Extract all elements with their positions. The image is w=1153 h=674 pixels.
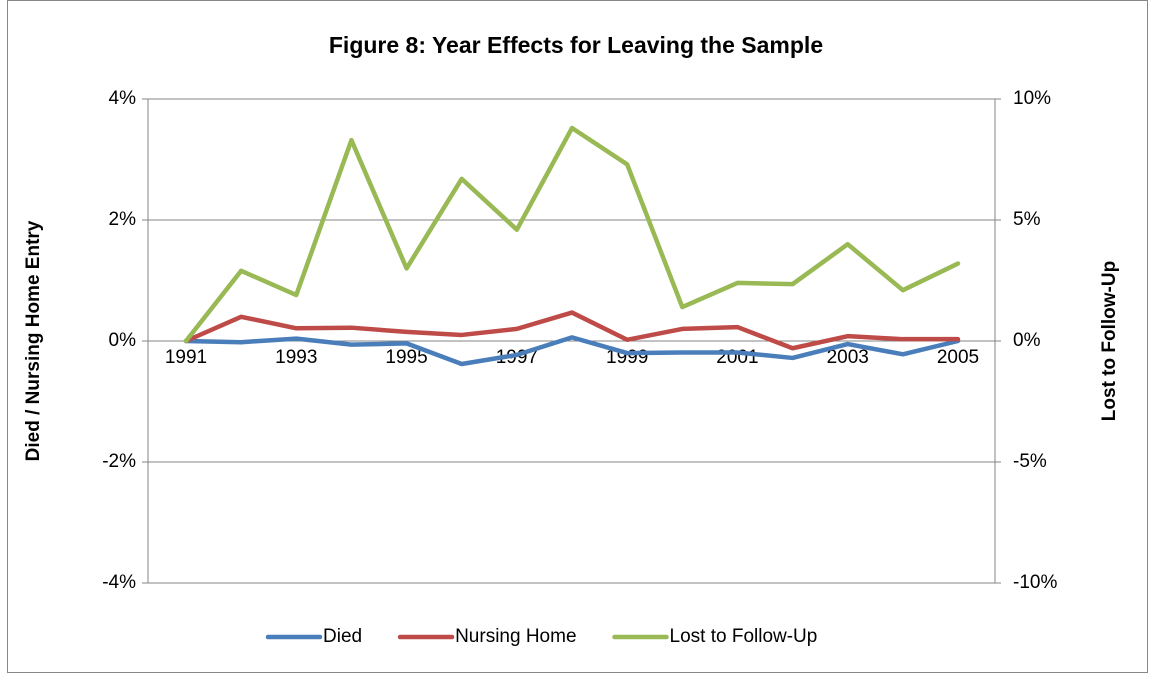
chart-frame xyxy=(7,0,1148,673)
y2-tick-label: -10% xyxy=(1013,572,1057,593)
x-tick-label: 2005 xyxy=(937,347,979,368)
series-line xyxy=(183,335,961,367)
series-line xyxy=(183,125,961,344)
legend-label: Died xyxy=(323,626,362,647)
y2-tick-label: 10% xyxy=(1013,88,1051,109)
y2-tick-label: 0% xyxy=(1013,330,1041,351)
y-tick-label: -2% xyxy=(102,451,136,472)
y-tick-label: 0% xyxy=(109,330,137,351)
x-tick-label: 1993 xyxy=(275,347,317,368)
y-tick-label: 2% xyxy=(109,209,137,230)
y2-axis-title: Lost to Follow-Up xyxy=(1099,261,1120,421)
y-axis-title: Died / Nursing Home Entry xyxy=(23,220,44,461)
x-tick-label: 2001 xyxy=(716,347,758,368)
y-tick-label: 4% xyxy=(109,88,137,109)
x-tick-label: 2003 xyxy=(827,347,869,368)
legend-label: Lost to Follow-Up xyxy=(670,626,818,647)
legend-label: Nursing Home xyxy=(455,626,576,647)
series-line xyxy=(183,310,961,351)
x-tick-label: 1991 xyxy=(165,347,207,368)
y-tick-label: -4% xyxy=(102,572,136,593)
chart-title: Figure 8: Year Effects for Leaving the S… xyxy=(329,32,823,58)
y2-tick-label: -5% xyxy=(1013,451,1047,472)
x-tick-label: 1995 xyxy=(385,347,427,368)
y2-tick-label: 5% xyxy=(1013,209,1041,230)
